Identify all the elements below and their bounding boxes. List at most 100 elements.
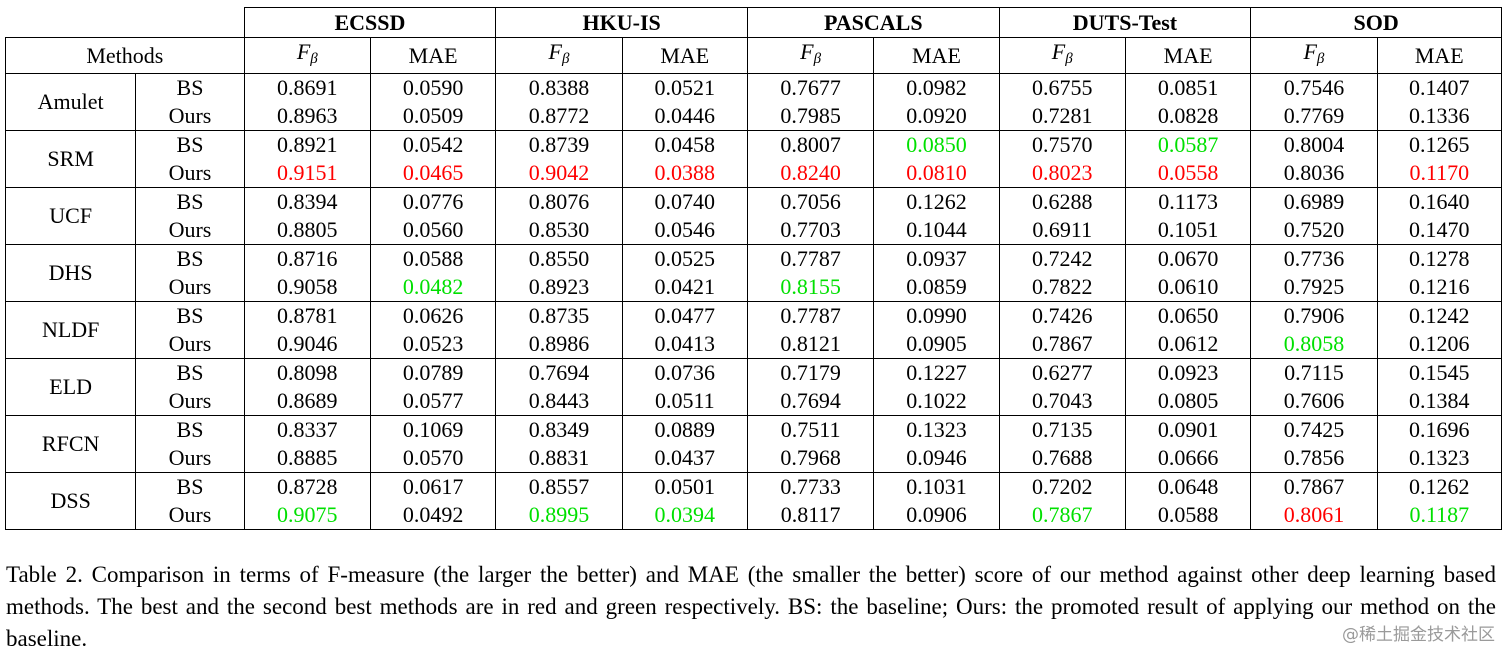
score-cell: 0.0477 [621, 301, 748, 330]
score-cell: 0.0650 [1124, 301, 1252, 330]
score-cell: 0.0388 [621, 159, 748, 188]
score-cell: 0.0920 [873, 102, 1000, 131]
score-cell: 0.0789 [369, 358, 497, 387]
score-cell: 0.1384 [1376, 387, 1503, 416]
dataset-header: SOD [1250, 7, 1502, 38]
method-name: SRM [4, 130, 137, 188]
score-cell: 0.0923 [1124, 358, 1252, 387]
score-cell: 0.7688 [998, 444, 1126, 473]
score-cell: 0.8923 [495, 273, 623, 302]
table-row: NLDF BS 0.8781 0.0626 0.8735 0.0477 0.7787 0.09… [4, 301, 1503, 359]
method-name: DHS [4, 244, 137, 302]
score-cell: 0.7520 [1250, 216, 1378, 245]
score-cell: 0.7787 [746, 301, 875, 330]
score-cell: 0.0666 [1124, 444, 1252, 473]
score-cell: 0.7056 [746, 187, 875, 216]
score-cell: 0.7736 [1250, 244, 1378, 273]
f-letter: F [1051, 39, 1066, 64]
score-cell: 0.0394 [621, 501, 748, 530]
score-cell: 0.0588 [369, 244, 497, 273]
variant-label: Ours [135, 387, 245, 416]
variant-label: Ours [135, 273, 245, 302]
dataset-header: ECSSD [243, 7, 497, 38]
score-cell: 0.8781 [243, 301, 371, 330]
score-cell: 0.1069 [369, 415, 497, 444]
mae-header: MAE [621, 37, 748, 74]
score-cell: 0.0590 [369, 73, 497, 102]
score-cell: 0.8691 [243, 73, 371, 102]
score-cell: 0.0859 [873, 273, 1000, 302]
methods-header: Methods [5, 37, 245, 74]
score-cell: 0.0587 [1124, 130, 1252, 159]
score-cell: 0.8831 [495, 444, 623, 473]
table-row: Ours 0.9075 0.0492 0.8995 0.0394 0.8117 0.0906… [6, 501, 1503, 530]
metric-header-row: Methods Fβ MAE Fβ MAE Fβ MAE Fβ MAE Fβ M… [5, 37, 1503, 74]
score-cell: 0.8772 [495, 102, 623, 131]
score-cell: 0.0511 [621, 387, 748, 416]
score-cell: 0.0648 [1124, 472, 1252, 501]
f-measure-header: Fβ [1250, 37, 1378, 74]
table-row: ELD BS 0.8098 0.0789 0.7694 0.0736 0.7179 0.122… [4, 358, 1503, 416]
score-cell: 0.8076 [495, 187, 623, 216]
score-cell: 0.7856 [1250, 444, 1378, 473]
variant-label: Ours [135, 501, 245, 530]
variant-label: Ours [135, 102, 245, 131]
score-cell: 0.1323 [1376, 444, 1503, 473]
score-cell: 0.7179 [746, 358, 875, 387]
score-cell: 0.0982 [873, 73, 1000, 102]
score-cell: 0.0501 [621, 472, 748, 501]
score-cell: 0.7546 [1250, 73, 1378, 102]
dataset-header: PASCALS [746, 7, 1000, 38]
score-cell: 0.1051 [1124, 216, 1252, 245]
score-cell: 0.1262 [873, 187, 1000, 216]
score-cell: 0.8155 [746, 273, 875, 302]
corner-cell [5, 7, 245, 38]
score-cell: 0.8388 [495, 73, 623, 102]
score-cell: 0.8058 [1250, 330, 1378, 359]
score-cell: 0.0851 [1124, 73, 1252, 102]
score-cell: 0.8023 [998, 159, 1126, 188]
table-caption: Table 2. Comparison in terms of F-measur… [6, 562, 1496, 651]
score-cell: 0.1044 [873, 216, 1000, 245]
score-cell: 0.9151 [243, 159, 371, 188]
score-cell: 0.7703 [746, 216, 875, 245]
score-cell: 0.7968 [746, 444, 875, 473]
method-name: Amulet [4, 73, 137, 131]
variant-label: Ours [135, 444, 245, 473]
score-cell: 0.0437 [621, 444, 748, 473]
table-row: Ours 0.8689 0.0577 0.8443 0.0511 0.7694 0.1022… [6, 387, 1503, 416]
score-cell: 0.7694 [495, 358, 623, 387]
score-cell: 0.1187 [1376, 501, 1503, 530]
score-cell: 0.7135 [998, 415, 1126, 444]
mae-header: MAE [369, 37, 497, 74]
score-cell: 0.0736 [621, 358, 748, 387]
score-cell: 0.8098 [243, 358, 371, 387]
score-cell: 0.0990 [873, 301, 1000, 330]
score-cell: 0.0810 [873, 159, 1000, 188]
watermark: @稀土掘金技术社区 [1342, 625, 1495, 645]
beta-subscript: β [813, 51, 822, 67]
score-cell: 0.1022 [873, 387, 1000, 416]
score-cell: 0.0828 [1124, 102, 1252, 131]
score-cell: 0.1470 [1376, 216, 1503, 245]
score-cell: 0.1262 [1376, 472, 1503, 501]
score-cell: 0.0740 [621, 187, 748, 216]
table-row: Ours 0.9046 0.0523 0.8986 0.0413 0.8121 0.0905… [6, 330, 1503, 359]
score-cell: 0.1170 [1376, 159, 1503, 188]
variant-label: Ours [135, 216, 245, 245]
variant-label: BS [135, 130, 245, 159]
score-cell: 0.8557 [495, 472, 623, 501]
score-cell: 0.0421 [621, 273, 748, 302]
results-body: Amulet BS 0.8691 0.0590 0.8388 0.0521 0.7677 0.… [4, 73, 1503, 530]
score-cell: 0.8240 [746, 159, 875, 188]
score-cell: 0.7822 [998, 273, 1126, 302]
score-cell: 0.7867 [1250, 472, 1378, 501]
score-cell: 0.6911 [998, 216, 1126, 245]
score-cell: 0.9058 [243, 273, 371, 302]
score-cell: 0.8349 [495, 415, 623, 444]
score-cell: 0.7925 [1250, 273, 1378, 302]
score-cell: 0.7115 [1250, 358, 1378, 387]
method-name: ELD [4, 358, 137, 416]
score-cell: 0.8061 [1250, 501, 1378, 530]
beta-subscript: β [310, 51, 318, 67]
